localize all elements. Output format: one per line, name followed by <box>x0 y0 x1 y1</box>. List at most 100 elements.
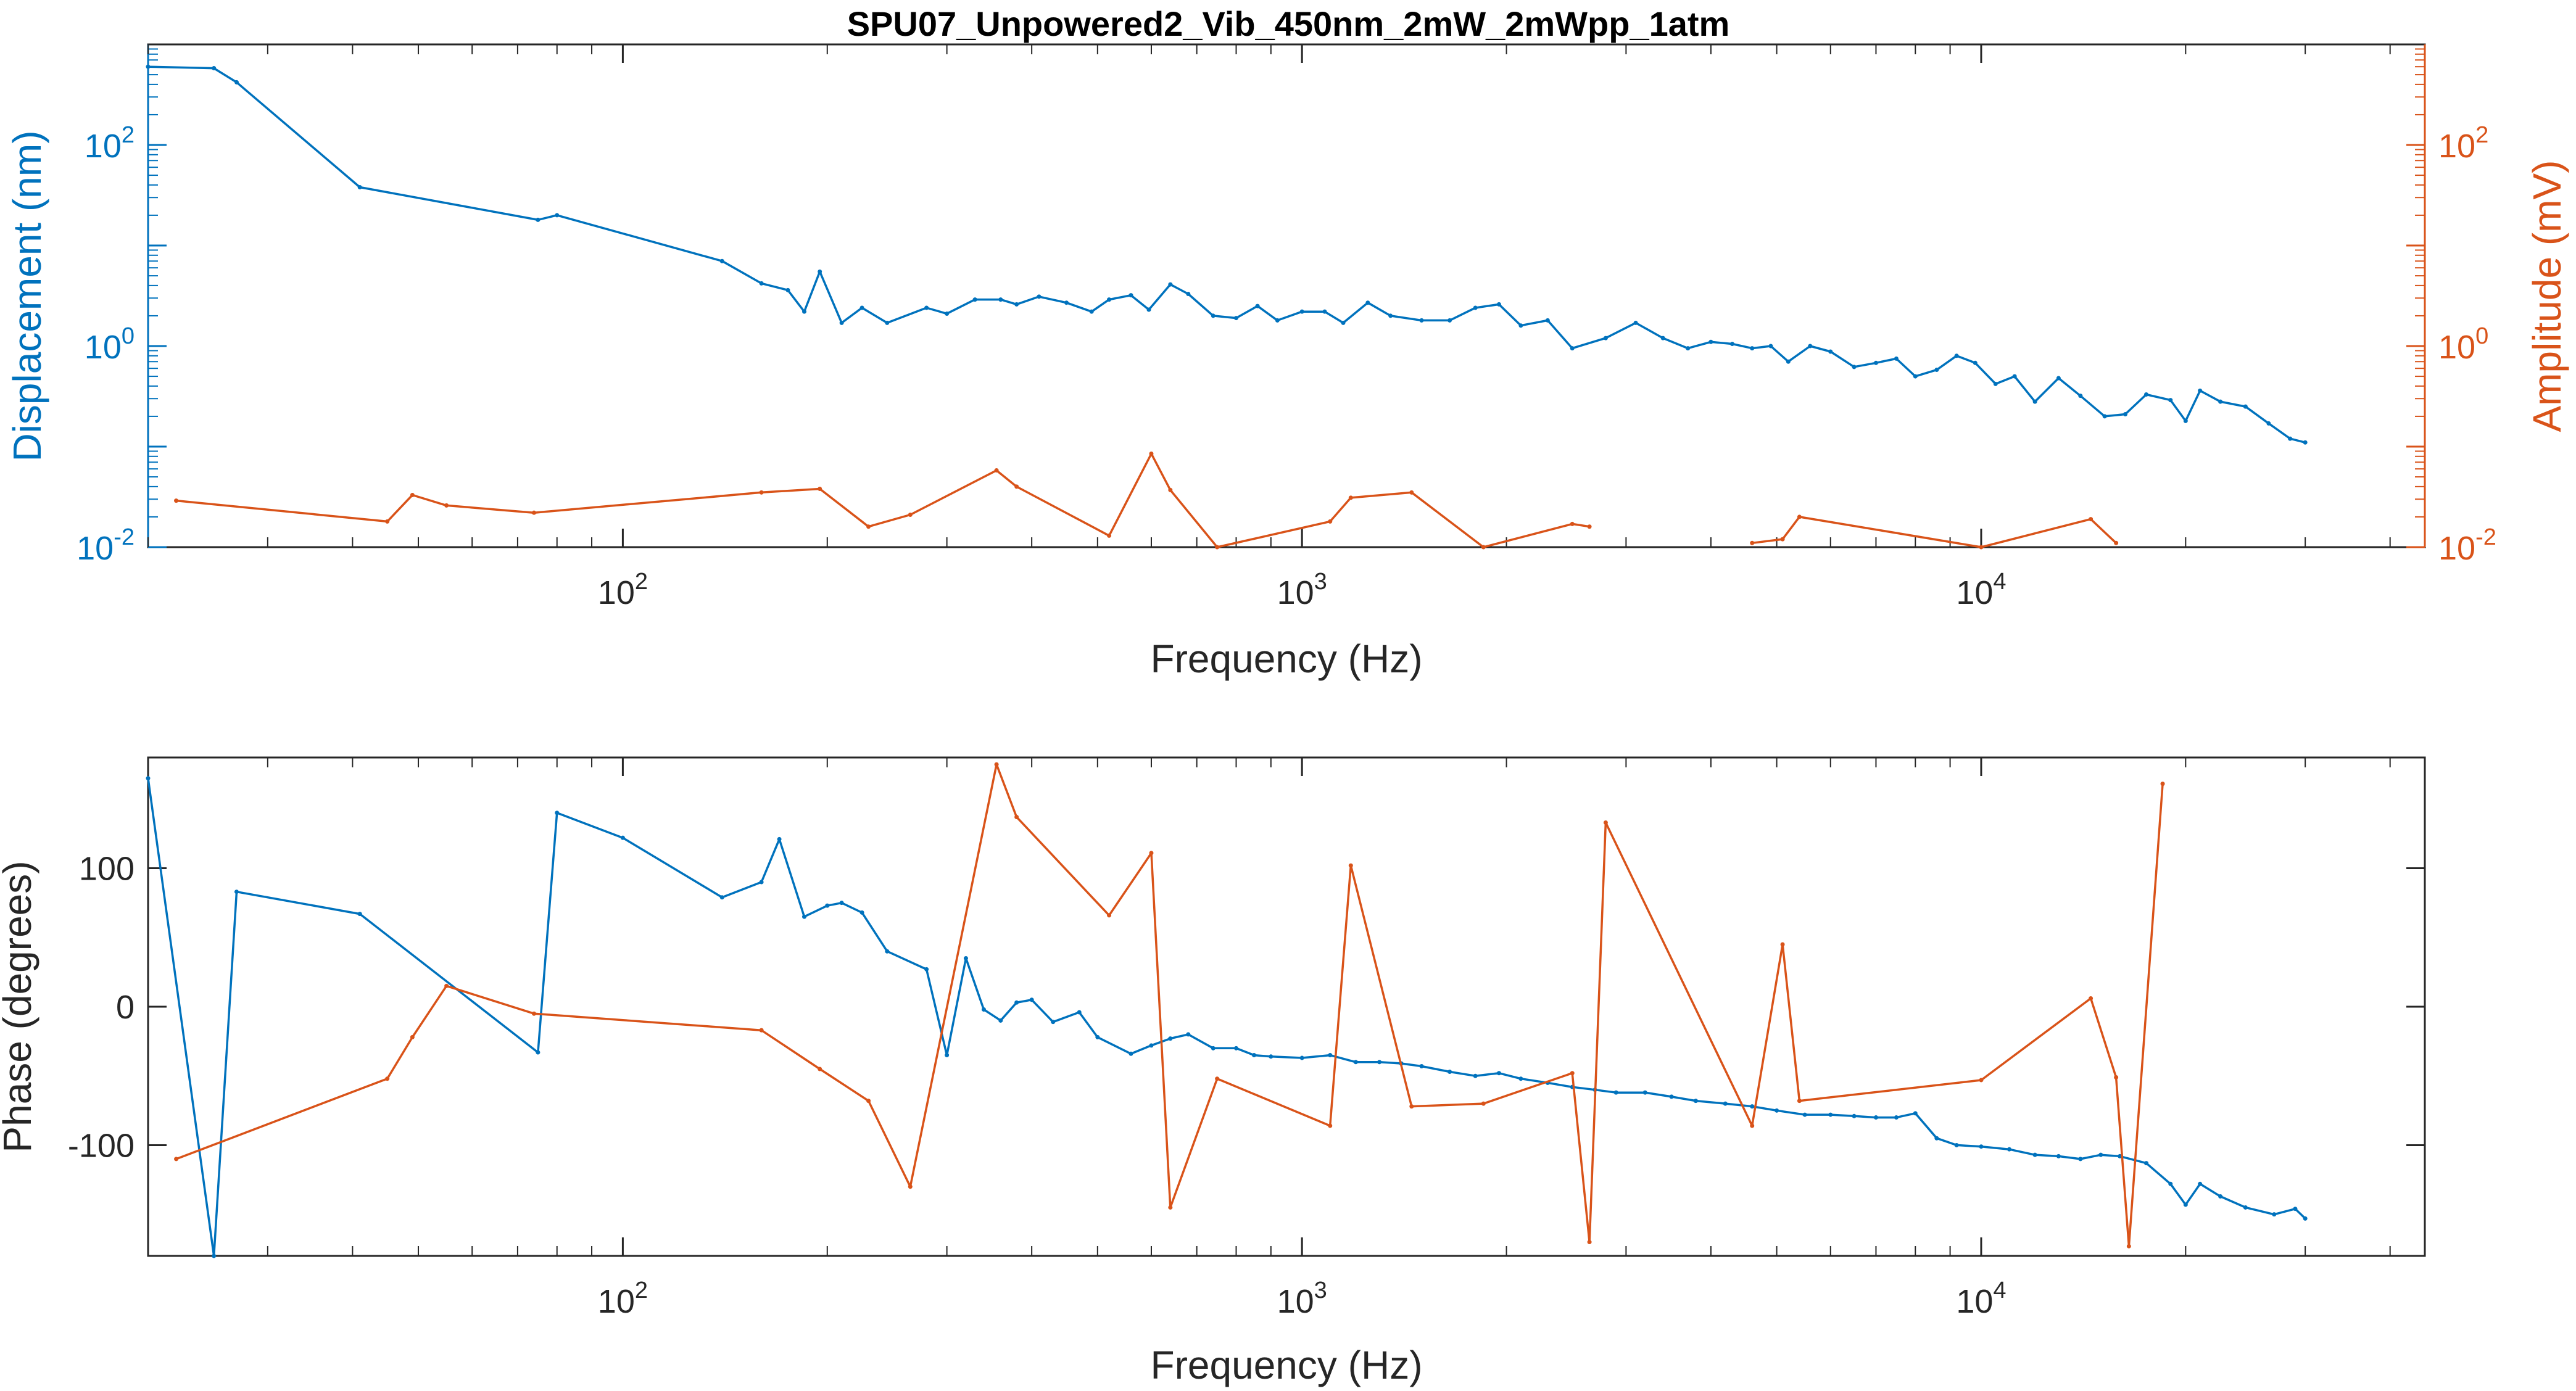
amplitude-point <box>444 503 449 508</box>
phase-orange-point <box>444 983 449 988</box>
phase-blue-point <box>1328 1053 1333 1058</box>
phase-blue-point <box>924 967 929 972</box>
displacement-point <box>2183 418 2188 423</box>
amplitude-point <box>385 519 390 524</box>
phase-orange-point <box>866 1099 871 1104</box>
displacement-point <box>1322 309 1327 314</box>
phase-blue-point <box>1029 997 1034 1002</box>
phase-blue-point <box>998 1018 1003 1023</box>
phase-blue-point <box>2198 1181 2203 1186</box>
phase-blue-point <box>357 912 362 917</box>
phase-orange-point <box>1481 1101 1486 1106</box>
amplitude-point <box>1348 495 1353 500</box>
phase-blue-point <box>536 1050 540 1055</box>
displacement-point <box>1993 381 1998 386</box>
displacement-point <box>1686 346 1691 351</box>
displacement-point <box>1365 300 1370 305</box>
amplitude-point <box>2089 517 2094 522</box>
displacement-point <box>1954 353 1959 358</box>
phase-blue-point <box>1211 1046 1216 1050</box>
displacement-point <box>1037 294 1042 299</box>
displacement-point <box>2198 388 2203 393</box>
magnitude-series-displacement <box>146 64 2308 445</box>
amplitude-point <box>531 510 536 515</box>
displacement-y-axis-label: Displacement (nm) <box>5 130 49 461</box>
phase-orange-point <box>1168 1205 1173 1210</box>
amplitude-point <box>759 490 764 495</box>
phase-orange-point <box>1570 1071 1575 1076</box>
displacement-point <box>2123 411 2128 416</box>
displacement-point <box>1545 318 1550 323</box>
displacement-point <box>1014 302 1019 307</box>
phase-y-tick-label: 100 <box>79 851 135 888</box>
phase-blue-point <box>885 949 890 954</box>
displacement-point <box>1852 365 1857 369</box>
phase-blue-point <box>1693 1099 1698 1104</box>
phase-orange-point <box>1780 942 1785 947</box>
displacement-point <box>839 320 844 325</box>
phase-blue-point <box>2218 1194 2223 1199</box>
displacement-point <box>2102 414 2107 419</box>
displacement-point <box>2266 421 2271 426</box>
displacement-point <box>555 213 560 218</box>
displacement-point <box>1828 349 1833 354</box>
figure-title: SPU07_Unpowered2_Vib_450nm_2mW_2mWpp_1at… <box>847 4 1730 43</box>
displacement-point <box>818 269 822 274</box>
phase-blue-point <box>1913 1111 1918 1116</box>
phase-blue-point <box>1129 1051 1133 1056</box>
amplitude-y-axis-label: Amplitude (mV) <box>2525 160 2569 432</box>
displacement-point <box>859 305 864 310</box>
phase-orange-point <box>385 1076 390 1081</box>
displacement-point <box>802 309 807 314</box>
phase-blue-point <box>1894 1115 1899 1120</box>
amplitude-point <box>1014 484 1019 489</box>
displacement-point <box>1786 359 1791 364</box>
displacement-point <box>1275 318 1280 323</box>
phase-x-tick-label: 104 <box>1956 1277 2006 1320</box>
phase-orange-point <box>2114 1075 2119 1079</box>
phase-blue-point <box>945 1053 950 1058</box>
phase-blue-point <box>1353 1060 1358 1065</box>
displacement-point <box>234 80 239 85</box>
phase-orange-point <box>1603 820 1608 825</box>
phase-blue-point <box>1077 1010 1082 1015</box>
phase-orange-point <box>531 1011 536 1016</box>
phase-blue-point <box>620 835 625 840</box>
phase-blue-point <box>1299 1055 1304 1060</box>
phase-blue-point <box>212 1253 217 1258</box>
displacement-point <box>1973 360 1978 365</box>
amplitude-point <box>1168 487 1173 492</box>
phase-orange-point <box>1107 913 1112 918</box>
displacement-point <box>1729 342 1734 347</box>
phase-blue-point <box>1251 1053 1256 1058</box>
phase-blue-point <box>859 910 864 915</box>
amplitude-point <box>1409 490 1414 495</box>
phase-blue-point <box>146 776 151 781</box>
amplitude-point <box>1107 533 1112 538</box>
phase-blue-point <box>1186 1032 1191 1037</box>
phase-orange-point <box>174 1157 179 1162</box>
phase-x-axis-label: Frequency (Hz) <box>1151 1343 1423 1387</box>
phase-orange-point <box>2160 782 2165 786</box>
phase-blue-point <box>1095 1034 1100 1039</box>
amplitude-point <box>174 498 179 503</box>
amplitude-point <box>866 524 871 529</box>
displacement-point <box>2143 392 2148 397</box>
phase-blue-point <box>1750 1104 1755 1109</box>
phase-blue-point <box>1669 1094 1674 1099</box>
displacement-point <box>1211 313 1216 318</box>
amplitude-point <box>1797 514 1802 519</box>
phase-blue-point <box>1642 1090 1647 1095</box>
phase-blue-point <box>1613 1090 1618 1095</box>
phase-orange-line <box>175 763 2164 1248</box>
phase-orange-point <box>2089 996 2094 1001</box>
magnitude-x-axis-label: Frequency (Hz) <box>1151 637 1423 681</box>
phase-blue-point <box>1234 1046 1239 1050</box>
phase-blue-point <box>2118 1154 2123 1158</box>
phase-blue-point <box>2303 1216 2308 1221</box>
displacement-point <box>1388 313 1393 318</box>
magnitude-right-ticks: 10-2 100 102 <box>2406 44 2496 567</box>
phase-blue-point <box>1051 1020 1056 1025</box>
magnitude-x-tick-label: 102 <box>598 569 648 611</box>
